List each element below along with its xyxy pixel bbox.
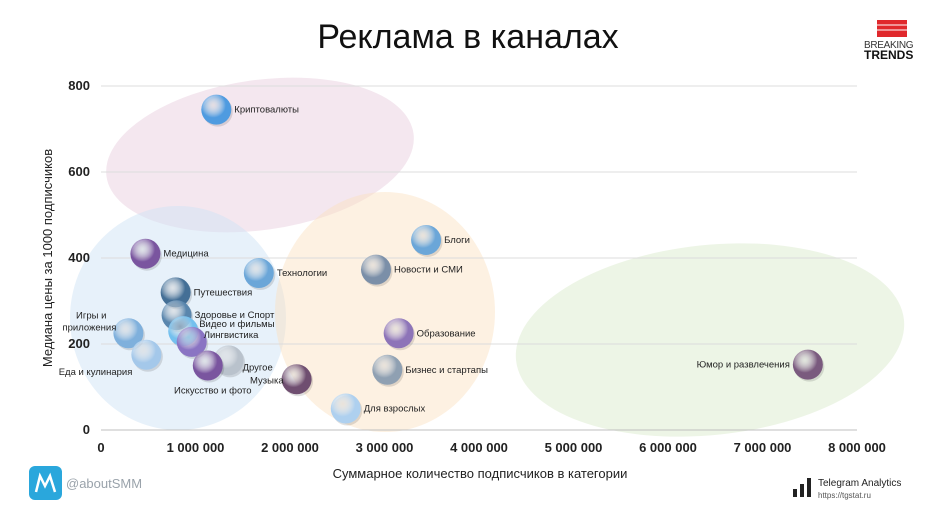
point-label: Путешествия [194,287,253,298]
scatter-point [383,318,414,349]
scatter-point [192,350,223,381]
point-labels: Криптовалюты Медицина Технологии Блоги Новос… [59,105,790,415]
point-label: Медицина [163,249,209,260]
logo-flag-icon [877,20,907,37]
grid-lines [101,85,857,431]
scatter-point [176,326,207,357]
point-label: Игры и приложения [62,310,116,333]
aboutsmm-logo: @aboutSMM [29,466,142,500]
scatter-point [372,354,403,385]
x-tick-label: 2 000 000 [261,440,319,455]
tgstat-logo: Telegram Analytics https://tgstat.ru [793,478,901,500]
x-tick-label: 7 000 000 [734,440,792,455]
cluster-ellipse-green [515,243,905,437]
scatter-point [113,318,144,349]
point-label: Другое [243,362,273,373]
y-axis-label: Медиана цены за 1000 подписчиков [40,149,55,367]
point-label: Бизнес и стартапы [405,365,488,376]
point-label: Криптовалюты [234,105,299,116]
x-tick-label: 1 000 000 [167,440,225,455]
y-axis-ticks: 0 200 400 600 800 [68,78,90,437]
scatter-point [131,339,162,370]
point-label: Здоровье и Спорт [195,310,275,321]
x-tick-label: 6 000 000 [639,440,697,455]
aboutsmm-text: @aboutSMM [66,476,142,491]
scatter-point [281,364,312,395]
point-label: Юмор и развлечения [697,360,790,371]
point-label: Еда и кулинария [59,367,133,378]
scatter-point [330,393,361,424]
tgstat-url: https://tgstat.ru [818,491,871,500]
breaking-trends-logo: BREAKING TRENDS [864,20,914,62]
point-label: Искусство и фото [174,386,252,397]
tgstat-title: Telegram Analytics [818,478,901,489]
scatter-point [411,224,442,255]
scatter-points [113,94,825,426]
x-tick-label: 8 000 000 [828,440,886,455]
point-label: Блоги [444,235,470,246]
x-tick-label: 5 000 000 [545,440,603,455]
tgstat-bar-icon [793,489,797,497]
scatter-point [201,94,232,125]
y-tick-label: 200 [68,336,90,351]
y-tick-label: 600 [68,164,90,179]
point-label: Видео и фильмы [199,319,274,330]
cluster-ellipse-orange [275,192,495,432]
point-label: Образование [417,328,476,339]
point-label: Лингвистика [204,330,259,341]
y-tick-label: 800 [68,78,90,93]
cluster-ellipse-pink [106,77,414,233]
y-tick-label: 0 [83,422,90,437]
point-label: Новости и СМИ [394,265,463,276]
x-tick-label: 0 [97,440,104,455]
x-axis-ticks: 0 1 000 000 2 000 000 3 000 000 4 000 000 5 0… [97,440,886,455]
point-label: Музыка [250,375,284,386]
y-tick-label: 400 [68,250,90,265]
x-tick-label: 4 000 000 [450,440,508,455]
logo-trends: TRENDS [864,48,913,62]
scatter-point [130,238,161,269]
chart-title: Реклама в каналах [317,18,618,56]
scatter-point [792,349,823,380]
x-tick-label: 3 000 000 [356,440,414,455]
x-axis-label: Суммарное количество подписчиков в катег… [333,466,628,481]
scatter-point [243,258,274,289]
scatter-point [360,254,391,285]
point-label: Для взрослых [364,404,426,415]
scatter-point [160,277,191,308]
logo-breaking: BREAKING [864,40,914,51]
point-label: Технологии [277,268,327,279]
